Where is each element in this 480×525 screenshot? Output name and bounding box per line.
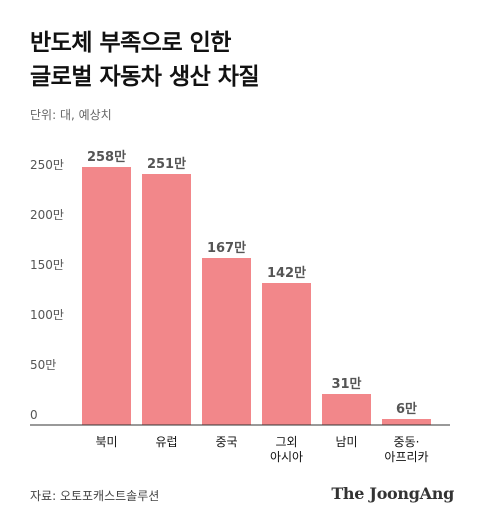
x-tick-label: 중국 <box>215 435 237 449</box>
data-label: 258만 <box>87 149 126 165</box>
data-label: 167만 <box>207 240 246 256</box>
x-tick-label: 아프리카 <box>384 450 428 464</box>
chart-title-line-2: 글로벌 자동차 생산 차질 <box>30 64 260 90</box>
y-tick-label: 150만 <box>30 258 64 272</box>
chart-title-line-1: 반도체 부족으로 인한 <box>30 30 231 56</box>
x-tick-label: 중동· <box>394 435 420 449</box>
y-tick-label: 200만 <box>30 208 64 222</box>
bar <box>382 419 431 425</box>
y-tick-label: 250만 <box>30 158 64 172</box>
y-tick-label: 100만 <box>30 308 64 322</box>
source-note: 자료: 오토포캐스트솔루션 <box>30 489 160 503</box>
brand-logo: The JoongAng <box>331 484 454 503</box>
bar <box>322 394 371 425</box>
unit-note: 단위: 대, 예상치 <box>30 108 112 122</box>
data-label: 251만 <box>147 156 186 172</box>
chart-title: 반도체 부족으로 인한 글로벌 자동차 생산 차질 <box>30 26 260 94</box>
data-label: 6만 <box>396 401 417 417</box>
bar <box>202 258 251 425</box>
y-tick-label: 50만 <box>30 358 56 372</box>
x-tick-label: 북미 <box>95 435 117 449</box>
y-tick-label: 0 <box>30 408 38 422</box>
data-label: 142만 <box>267 265 306 281</box>
bar <box>262 283 311 425</box>
bar <box>82 167 131 425</box>
x-tick-label: 유럽 <box>155 435 177 449</box>
bar <box>142 174 191 425</box>
data-label: 31만 <box>331 376 361 392</box>
x-tick-label: 아시아 <box>270 450 303 464</box>
x-tick-label: 그외 <box>275 435 297 449</box>
x-tick-label: 남미 <box>335 435 357 449</box>
